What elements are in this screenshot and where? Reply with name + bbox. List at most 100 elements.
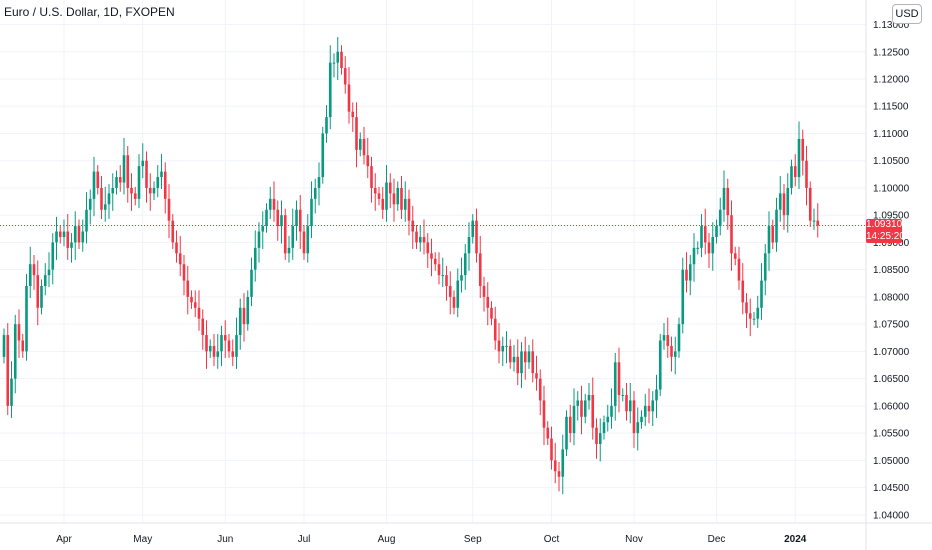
candle [276, 200, 280, 241]
candle [103, 186, 107, 222]
candle-body [445, 275, 448, 287]
candle-body [51, 242, 55, 270]
candle-body [557, 471, 561, 477]
candle-body [182, 264, 186, 281]
candle [388, 173, 392, 209]
candle [456, 268, 460, 318]
candle [381, 186, 385, 220]
candle [418, 224, 422, 252]
candle [325, 105, 328, 143]
candle-body [280, 215, 283, 227]
candle [310, 181, 313, 239]
candle-body [580, 400, 583, 417]
candle [96, 165, 100, 195]
x-tick-label: Nov [625, 534, 643, 545]
candle [85, 192, 88, 244]
candle [6, 323, 10, 416]
candle-body [490, 307, 493, 319]
candle-body [632, 400, 636, 434]
candle-body [475, 220, 478, 254]
candle-body [816, 220, 820, 226]
candle [223, 320, 227, 358]
candle-body [257, 231, 261, 248]
candle [700, 214, 703, 258]
candle-body [595, 427, 598, 445]
candle-body [265, 209, 268, 227]
candle-body [212, 345, 216, 357]
candle [538, 369, 542, 416]
candle [163, 162, 167, 214]
candle-body [126, 155, 130, 188]
candle-body [220, 335, 223, 352]
price-axis[interactable]: 1.04000 1.04500 1.05000 1.05500 1.06000 1.065… [865, 0, 910, 550]
candle [591, 377, 595, 440]
candle [186, 265, 190, 315]
candle [242, 293, 246, 342]
time-axis[interactable]: Apr May Jun Jul Aug Sep Oct Nov Dec 2024 [0, 522, 932, 545]
candle-body [201, 318, 205, 336]
candle [253, 230, 257, 282]
candle-body [246, 296, 250, 325]
candle [595, 418, 598, 459]
candle [340, 45, 343, 75]
candle-body [178, 253, 182, 265]
candle-body [193, 302, 197, 308]
candle-body [745, 302, 748, 314]
candle-body [482, 286, 486, 297]
candle [516, 339, 520, 386]
candle-body [17, 324, 21, 341]
candle [148, 173, 152, 211]
candle [107, 184, 111, 220]
candle [175, 230, 178, 263]
candle-body [426, 242, 430, 254]
candle [801, 129, 805, 176]
y-tick-label: 1.11500 [873, 102, 909, 113]
candle-body [302, 231, 306, 254]
candle-body [771, 226, 775, 243]
candle [441, 257, 445, 288]
candle-body [358, 138, 362, 150]
candle [568, 404, 572, 443]
candle-body [700, 226, 703, 248]
candle [535, 355, 538, 391]
candle-body [430, 253, 433, 259]
candle-body [268, 198, 272, 210]
candle [88, 189, 92, 225]
candle-body [223, 335, 227, 341]
candle-body [752, 318, 756, 320]
candle-body [688, 264, 692, 281]
candle [786, 173, 790, 233]
candle [688, 254, 692, 296]
candle-body [572, 405, 576, 434]
candle-body [448, 286, 452, 297]
candle [565, 410, 568, 456]
candle-body [235, 335, 238, 357]
candle [520, 342, 523, 388]
candle-body [655, 389, 658, 401]
candle-body [137, 166, 141, 199]
candle-body [568, 416, 572, 434]
candle [58, 224, 62, 244]
candle-body [733, 253, 737, 259]
candle [730, 200, 733, 271]
currency-button[interactable]: USD [892, 4, 922, 24]
candle [692, 233, 696, 282]
candle [355, 102, 358, 168]
candle-body [673, 351, 677, 357]
candle-body [250, 269, 253, 297]
candle [722, 170, 726, 222]
candle-body [272, 198, 276, 210]
candle [156, 165, 160, 198]
candle-body [145, 160, 148, 188]
candle-body [396, 187, 400, 205]
candle-body [707, 242, 711, 254]
candle-body [621, 394, 625, 396]
candle-body [565, 416, 568, 450]
candle-body [355, 117, 358, 150]
candle [505, 331, 508, 364]
candle-body [763, 253, 767, 281]
candle [422, 219, 426, 255]
candle [2, 328, 6, 364]
candle [486, 282, 490, 326]
